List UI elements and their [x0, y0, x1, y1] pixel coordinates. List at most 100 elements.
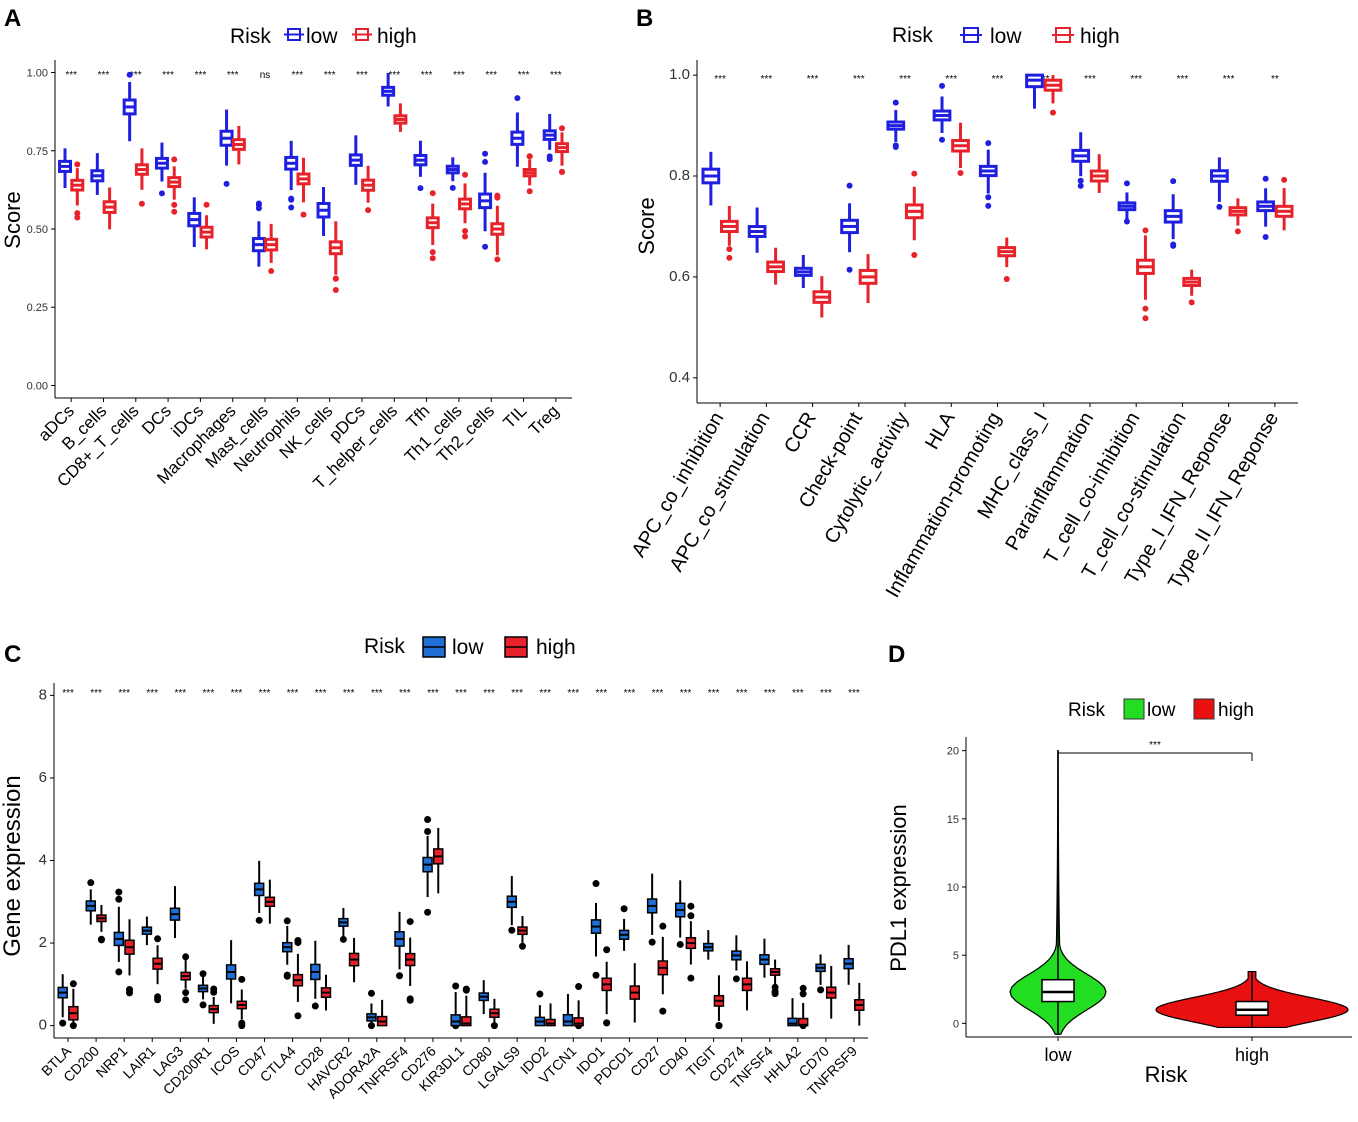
- panel-c-ylabel: Gene expression: [0, 775, 26, 956]
- legend-a-title: Risk: [230, 25, 271, 48]
- panel-b-low-10-outlier: [1170, 242, 1177, 249]
- legend-c-label-low: low: [452, 636, 484, 659]
- panel-c-high-21-outlier: [659, 1007, 667, 1015]
- panel-d-ytick-label: 0: [953, 1018, 959, 1030]
- panel-c-sig-16: ***: [511, 688, 523, 699]
- panel-c-high-3-outlier: [154, 993, 162, 1001]
- panel-a-low-14-outlier: [514, 95, 521, 102]
- panel-c-high-19-outlier: [603, 1019, 611, 1027]
- legend-c: Risk low high: [364, 635, 576, 659]
- panel-a-high-11-outlier: [429, 255, 436, 262]
- panel-c-high-0-outlier: [69, 980, 77, 988]
- panel-c-high-14-outlier: [462, 985, 470, 993]
- panel-a-high-3-outlier: [171, 156, 178, 163]
- panel-c-sig-6: ***: [231, 688, 243, 699]
- panel-c-high-6-outlier: [238, 975, 246, 983]
- panel-a-high-14-outlier: [526, 153, 533, 160]
- panel-d-violin-low-box: [1041, 978, 1075, 1003]
- panel-a-low-7-outlier: [288, 204, 295, 211]
- panel-a-sig-8: ***: [324, 70, 336, 81]
- panel-a-high-13-outlier: [494, 194, 501, 201]
- panel-c-high-15-outlier: [490, 1022, 498, 1030]
- panel-c-sig-14: ***: [455, 688, 467, 699]
- panel-b-sig-2: ***: [807, 74, 819, 85]
- panel-a-xtick-label: Treg: [525, 401, 563, 439]
- panel-c-high-6-outlier: [238, 1019, 246, 1027]
- panel-b-high-9-outlier: [1142, 305, 1149, 312]
- panel-b-xtick-label: HLA: [921, 408, 960, 453]
- panel-c-high-26-outlier: [799, 990, 807, 998]
- panel-c-high-3-outlier: [154, 935, 162, 943]
- panel-c-low-10-outlier: [339, 935, 347, 943]
- panel-c-sig-28: ***: [848, 688, 860, 699]
- panel-b-low-6-outlier: [985, 202, 992, 209]
- panel-b-low-12-outlier: [1262, 234, 1269, 241]
- panel-a-high-11-outlier: [429, 249, 436, 256]
- panel-c-high-22-outlier: [687, 902, 695, 910]
- panel-c-low-5-outlier: [199, 970, 207, 978]
- panel-b-sig-5: ***: [945, 74, 957, 85]
- panel-c-high-12-outlier: [406, 918, 414, 926]
- panel-a-sig-11: ***: [421, 70, 433, 81]
- legend-b-key-high: [1052, 27, 1074, 43]
- panel-b-high-9-outlier: [1142, 315, 1149, 322]
- panel-c-xtick-label: ICOS: [207, 1043, 243, 1079]
- panel-b-high-0-outlier: [726, 254, 733, 261]
- panel-a-high-3-outlier: [171, 201, 178, 208]
- panel-a-sig-4: ***: [195, 70, 207, 81]
- panel-c-sig-0: ***: [62, 688, 74, 699]
- panel-a-high-15-outlier: [558, 125, 565, 132]
- panel-b-xtick-label: Cytolytic_activity: [820, 409, 913, 548]
- panel-d-ytick-label: 20: [947, 746, 959, 758]
- panel-a-high-12-outlier: [462, 233, 469, 240]
- panel-b-low-8-outlier: [1077, 182, 1084, 189]
- panel-c-low-13-outlier: [424, 908, 432, 916]
- panel-b-ytick-label: 0.4: [669, 369, 690, 386]
- panel-c-sig-24: ***: [736, 688, 748, 699]
- panel-b-low-4-outlier: [892, 142, 899, 149]
- panel-c-low-22-outlier: [676, 940, 684, 948]
- panel-b-high-0-outlier: [726, 246, 733, 253]
- panel-d-sig-label: ***: [1149, 740, 1161, 751]
- panel-label-b: B: [636, 5, 653, 32]
- panel-b-sig-9: ***: [1130, 74, 1142, 85]
- legend-a-label-high: high: [377, 25, 417, 48]
- panel-a-ytick-label: 0.00: [27, 380, 48, 392]
- panel-b-sig-8: ***: [1084, 74, 1096, 85]
- panel-a-sig-9: ***: [356, 70, 368, 81]
- panel-b-sig-4: ***: [899, 74, 911, 85]
- panel-a-low-3-outlier: [158, 190, 165, 197]
- panel-c-sig-18: ***: [567, 688, 579, 699]
- panel-c-sig-27: ***: [820, 688, 832, 699]
- panel-d-ylabel: PDL1 expression: [886, 804, 911, 972]
- panel-a-sig-12: ***: [453, 70, 465, 81]
- panel-c-high-22-outlier: [687, 974, 695, 982]
- panel-b-sig-0: ***: [714, 74, 726, 85]
- panel-c-sig-10: ***: [343, 688, 355, 699]
- panel-b-low-11-outlier: [1216, 203, 1223, 210]
- panel-a-high-7-outlier: [300, 211, 307, 218]
- panel-a-ylabel: Score: [0, 191, 25, 248]
- legend-a-key-low: [284, 28, 304, 41]
- panel-a-sig-13: ***: [485, 70, 497, 81]
- panel-c-low-12-outlier: [396, 972, 404, 980]
- panel-a-low-12-outlier: [449, 184, 456, 191]
- panel-d-ytick-label: 5: [953, 950, 959, 962]
- panel-c-high-18-box: [573, 1017, 584, 1027]
- panel-b-high-6-outlier: [1003, 276, 1010, 283]
- panel-c-high-2-outlier: [126, 986, 134, 994]
- panel-c-low-14-outlier: [452, 982, 460, 990]
- panel-a-low-5-outlier: [223, 180, 230, 187]
- panel-a-sig-14: ***: [518, 70, 530, 81]
- panel-c-high-8-outlier: [294, 1012, 302, 1020]
- panel-c-high-0-outlier: [69, 1022, 77, 1030]
- panel-c-high-26-outlier: [799, 984, 807, 992]
- panel-a-high-11-outlier: [429, 190, 436, 197]
- panel-c-low-20-outlier: [620, 905, 628, 913]
- panel-b-ylabel: Score: [634, 197, 659, 254]
- panel-a-sig-0: ***: [65, 70, 77, 81]
- panel-d-xlabel: Risk: [1145, 1062, 1189, 1087]
- panel-c-xtick-label: CD27: [627, 1043, 664, 1080]
- panel-c-sig-1: ***: [90, 688, 102, 699]
